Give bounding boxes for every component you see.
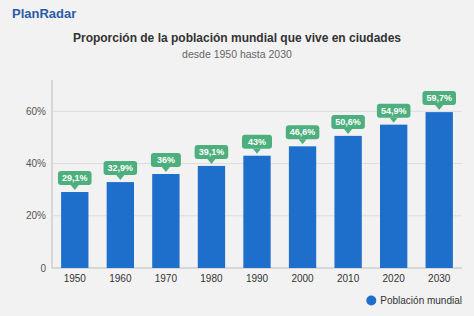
data-label-pointer [253,149,261,154]
data-label-text: 39,1% [199,147,225,157]
data-labels: 29,1% 32,9% 36% 39,1% 43% 46,6% 50,6% 54,9% 59,7… [58,91,456,190]
data-label-pointer [71,185,79,190]
y-tick-label: 20% [26,210,46,221]
bar [243,156,270,268]
bar [426,112,453,268]
data-label-pointer [299,139,307,144]
y-tick-label: 0 [40,263,46,274]
subtitle: desde 1950 hasta 2030 [182,48,292,60]
data-label: 43% [242,135,272,154]
y-tick-label: 60% [26,106,46,117]
data-label-box [422,91,456,105]
data-label-text: 50,6% [335,117,361,127]
y-axis-line [52,80,53,268]
x-tick-label: 2030 [428,273,451,284]
data-label-box [151,153,181,167]
data-label-text: 32,9% [108,163,134,173]
data-label-box [242,135,272,149]
data-label-box [104,161,138,175]
logo-text: PlanRadar [12,6,76,21]
x-tick-label: 1970 [155,273,178,284]
data-label-pointer [162,167,170,172]
x-tick-label: 1950 [64,273,87,284]
bar [289,146,316,268]
data-label: 50,6% [331,115,365,134]
data-label-pointer [390,118,398,123]
data-label-pointer [116,175,124,180]
data-label-box [286,125,320,139]
data-label: 59,7% [422,91,456,110]
data-label-text: 46,6% [290,127,316,137]
data-label-box [331,115,365,129]
data-label-text: 59,7% [426,93,452,103]
bar [152,174,179,268]
y-tick-label: 40% [26,158,46,169]
data-label-pointer [344,129,352,134]
data-label: 32,9% [104,161,138,180]
data-label-pointer [435,105,443,110]
chart-container: PlanRadar Proporción de la población mund… [0,0,474,316]
data-label-text: 29,1% [62,173,88,183]
bar [334,136,361,268]
data-label: 39,1% [195,145,229,164]
x-tick-label: 2020 [383,273,406,284]
title: Proporción de la población mundial que v… [73,31,401,45]
legend: Población mundial [366,295,462,306]
data-label: 36% [151,153,181,172]
data-label-text: 43% [248,137,266,147]
data-label: 54,9% [377,104,411,123]
data-label-box [377,104,411,118]
data-label-pointer [207,159,215,164]
data-label-box [58,171,92,185]
bars [61,112,453,268]
x-tick-label: 2010 [337,273,360,284]
data-label: 46,6% [286,125,320,144]
bar [198,166,225,268]
x-tick-label: 1990 [246,273,269,284]
bar [107,182,134,268]
x-tick-label: 1980 [200,273,223,284]
background [0,0,474,316]
bar [61,192,88,268]
data-label-text: 36% [157,155,175,165]
bar [380,125,407,268]
x-tick-label: 1960 [109,273,132,284]
data-label-text: 54,9% [381,106,407,116]
data-label: 29,1% [58,171,92,190]
legend-label: Población mundial [380,295,462,306]
legend-swatch [366,296,376,306]
chart: PlanRadar Proporción de la población mund… [0,0,474,316]
x-tick-label: 2000 [291,273,314,284]
data-label-box [195,145,229,159]
